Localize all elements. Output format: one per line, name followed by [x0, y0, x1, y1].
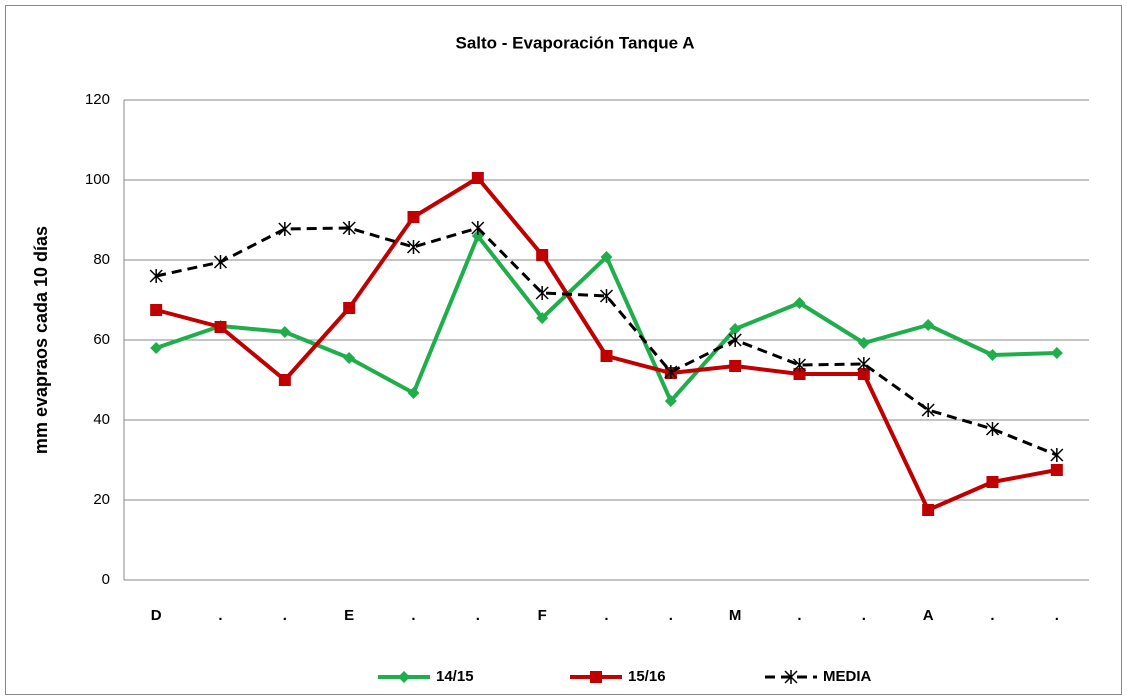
marker — [398, 671, 410, 683]
marker — [857, 368, 870, 380]
series-line — [155, 226, 1058, 457]
marker — [278, 326, 291, 338]
marker — [857, 337, 870, 349]
x-tick-label: . — [411, 607, 415, 624]
y-tick-label: 80 — [93, 251, 110, 268]
marker — [986, 476, 999, 488]
marker — [535, 286, 549, 300]
marker — [985, 422, 1000, 436]
marker — [213, 255, 228, 269]
y-tick-label: 40 — [93, 411, 110, 428]
chart-title: Salto - Evaporación Tanque A — [456, 33, 695, 52]
x-tick-label: A — [923, 607, 934, 624]
marker — [406, 240, 421, 254]
y-tick-label: 60 — [93, 331, 110, 348]
y-axis-label: mm evapraos cada 10 días — [31, 226, 51, 454]
marker — [1050, 448, 1064, 462]
marker — [149, 269, 163, 283]
y-tick-label: 100 — [85, 171, 110, 188]
marker — [922, 319, 935, 331]
marker — [921, 403, 935, 417]
x-tick-label: . — [476, 607, 480, 624]
marker — [728, 333, 742, 347]
x-tick-label: . — [797, 607, 801, 624]
marker — [150, 304, 163, 316]
marker — [278, 374, 291, 386]
y-tick-label: 120 — [85, 91, 110, 108]
marker — [343, 352, 356, 364]
x-tick-label: . — [283, 607, 287, 624]
marker — [536, 249, 549, 261]
marker — [857, 357, 871, 371]
legend-label: 14/15 — [436, 668, 474, 685]
marker — [590, 671, 602, 683]
marker — [986, 349, 999, 361]
marker — [1050, 347, 1063, 359]
x-tick-label: . — [990, 607, 994, 624]
marker — [664, 395, 677, 407]
marker — [729, 360, 742, 372]
marker — [407, 387, 420, 399]
marker — [792, 358, 807, 372]
y-tick-label: 20 — [93, 491, 110, 508]
marker — [214, 321, 227, 333]
y-tick-label: 0 — [102, 571, 110, 588]
x-tick-label: E — [344, 607, 354, 624]
x-tick-label: . — [669, 607, 673, 624]
marker — [343, 302, 356, 314]
x-tick-label: D — [151, 607, 162, 624]
marker — [150, 342, 163, 354]
legend-label: 15/16 — [628, 668, 666, 685]
marker — [664, 365, 678, 379]
marker — [793, 297, 806, 309]
marker — [278, 222, 292, 236]
marker — [342, 221, 356, 235]
marker — [536, 312, 549, 324]
x-tick-label: F — [538, 607, 547, 624]
chart-border — [5, 5, 1122, 695]
marker — [471, 221, 485, 235]
x-tick-label: M — [729, 607, 742, 624]
marker — [793, 368, 806, 380]
marker — [922, 504, 935, 516]
legend-label: MEDIA — [823, 668, 872, 685]
x-tick-label: . — [1055, 607, 1059, 624]
x-tick-label: . — [604, 607, 608, 624]
marker — [784, 670, 798, 684]
marker — [729, 323, 742, 335]
marker — [407, 211, 420, 223]
x-tick-label: . — [862, 607, 866, 624]
marker — [600, 251, 613, 263]
marker — [600, 350, 613, 362]
marker — [471, 172, 484, 184]
x-tick-label: . — [218, 607, 222, 624]
marker — [599, 289, 614, 303]
marker — [1050, 464, 1063, 476]
